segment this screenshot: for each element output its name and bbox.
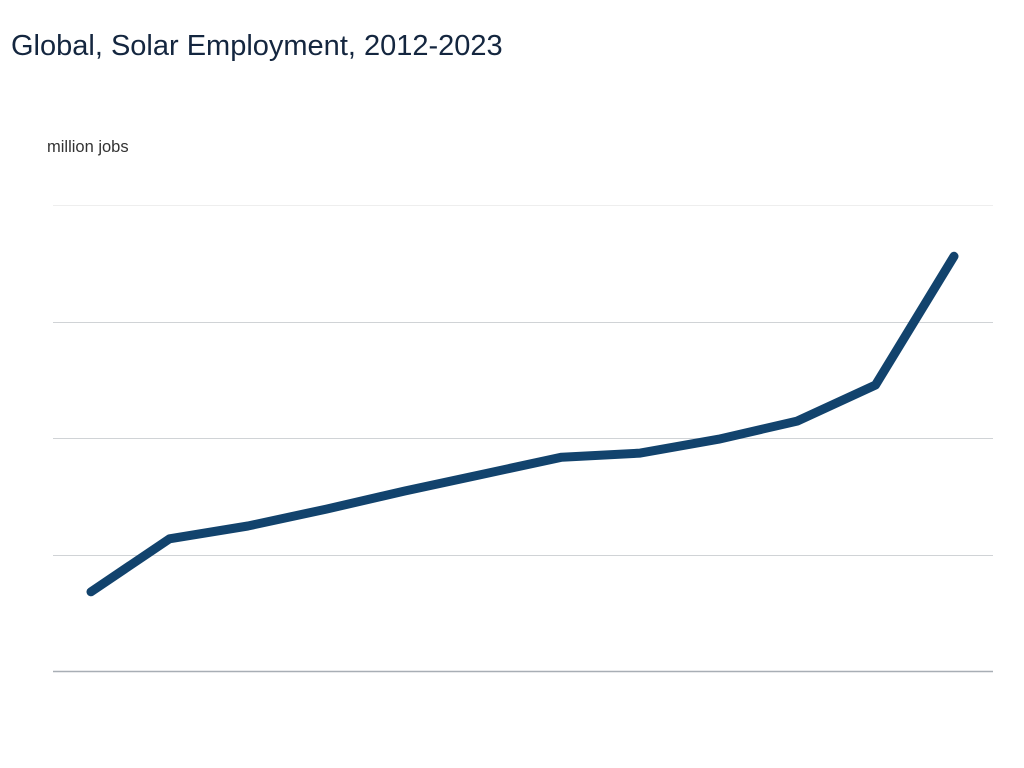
y-axis-unit-label: million jobs [47, 138, 129, 156]
gridlines [53, 205, 993, 673]
chart-title: Global, Solar Employment, 2012-2023 [11, 30, 503, 62]
solar-employment-line [86, 251, 959, 597]
